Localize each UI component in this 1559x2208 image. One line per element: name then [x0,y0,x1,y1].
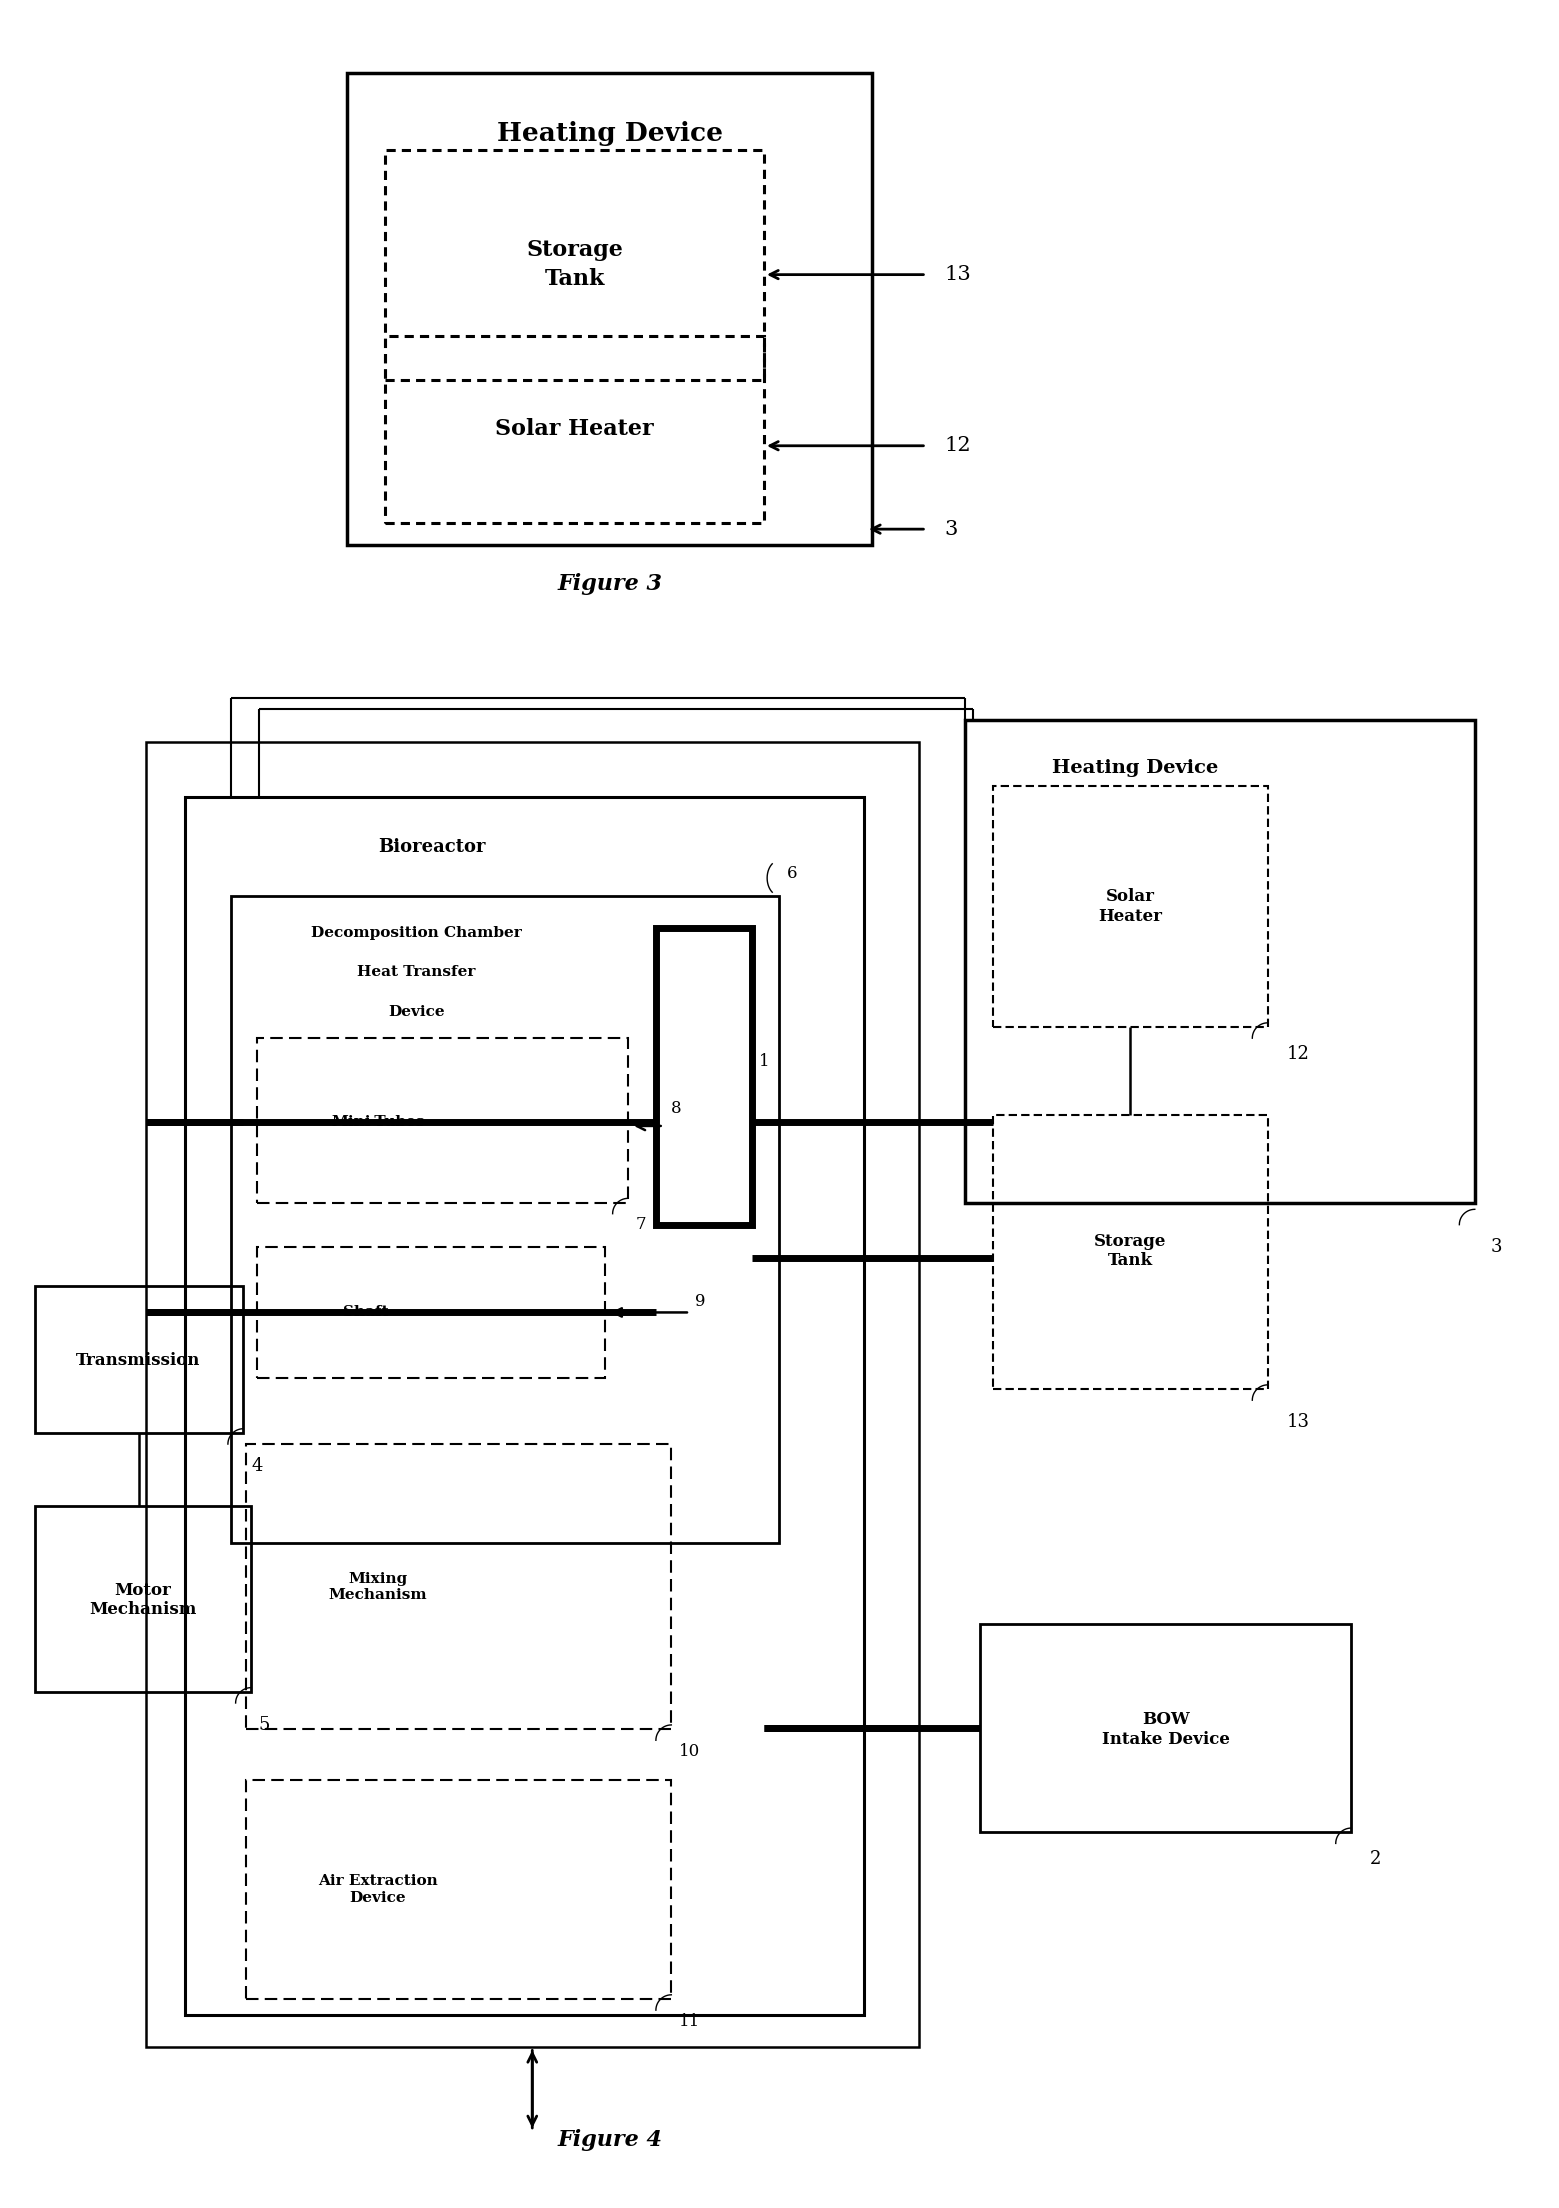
Bar [257,1038,628,1203]
Text: 12: 12 [1286,1044,1310,1062]
Text: Bioreactor: Bioreactor [379,839,485,857]
Text: 2: 2 [1370,1850,1381,1868]
Text: 13: 13 [945,265,971,285]
Text: Shaft: Shaft [343,1305,388,1320]
Bar [246,1444,672,1729]
Text: Figure 3: Figure 3 [557,574,663,594]
Text: Storage
Tank: Storage Tank [527,238,624,289]
Text: Mixing
Mechanism: Mixing Mechanism [329,1572,427,1601]
Text: 6: 6 [787,866,798,883]
Text: BOW
Intake Device: BOW Intake Device [1102,1711,1230,1747]
Text: Heating Device: Heating Device [1052,760,1218,777]
Text: Decomposition Chamber: Decomposition Chamber [312,925,522,941]
Text: 11: 11 [680,2014,700,2029]
Text: 13: 13 [1286,1413,1310,1431]
Text: 3: 3 [1490,1239,1501,1256]
Text: Transmission: Transmission [76,1351,201,1369]
Text: 1: 1 [759,1053,770,1071]
Text: Motor
Mechanism: Motor Mechanism [89,1581,196,1618]
Text: Air Extraction
Device: Air Extraction Device [318,1875,438,1906]
Text: Figure 4: Figure 4 [557,2129,663,2151]
Text: 3: 3 [945,519,959,539]
Text: Solar
Heater: Solar Heater [1098,888,1163,925]
Bar [257,1248,605,1378]
Bar [993,1115,1267,1389]
Text: 10: 10 [680,1742,700,1760]
Text: Storage
Tank: Storage Tank [1094,1232,1166,1270]
Text: Heating Device: Heating Device [496,121,722,146]
Text: Device: Device [388,1005,444,1018]
Text: 4: 4 [251,1457,262,1475]
Bar [993,786,1267,1027]
Bar [385,336,764,523]
Text: Heat Transfer: Heat Transfer [357,965,475,980]
Text: 9: 9 [694,1294,705,1309]
Text: Mini-Tubes: Mini-Tubes [331,1115,424,1128]
Text: 7: 7 [636,1217,647,1234]
Text: 5: 5 [259,1716,270,1733]
Bar [385,150,764,380]
Text: Solar Heater: Solar Heater [496,417,655,439]
Bar [246,1780,672,1998]
Text: 8: 8 [672,1100,681,1117]
Text: 12: 12 [945,437,971,455]
